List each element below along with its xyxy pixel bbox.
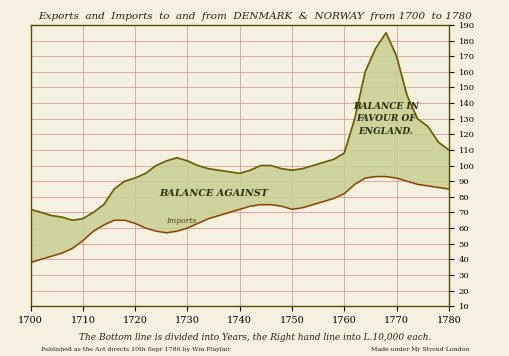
Text: BALANCE AGAINST: BALANCE AGAINST [159, 189, 268, 198]
Text: Exports  and  Imports  to  and  from  DENMARK  &  NORWAY  from 1700  to 1780: Exports and Imports to and from DENMARK … [38, 12, 471, 21]
Text: Published as the Act directs 10th Sepr 1786 by Wm Playfair: Published as the Act directs 10th Sepr 1… [41, 347, 230, 352]
Text: Made under Mr Stroud London: Made under Mr Stroud London [370, 347, 468, 352]
Text: Imports: Imports [166, 218, 196, 225]
Text: BALANCE IN
FAVOUR OF
ENGLAND.: BALANCE IN FAVOUR OF ENGLAND. [352, 102, 418, 136]
Text: The Bottom line is divided into Years, the Right hand line into L.10,000 each.: The Bottom line is divided into Years, t… [79, 333, 430, 342]
